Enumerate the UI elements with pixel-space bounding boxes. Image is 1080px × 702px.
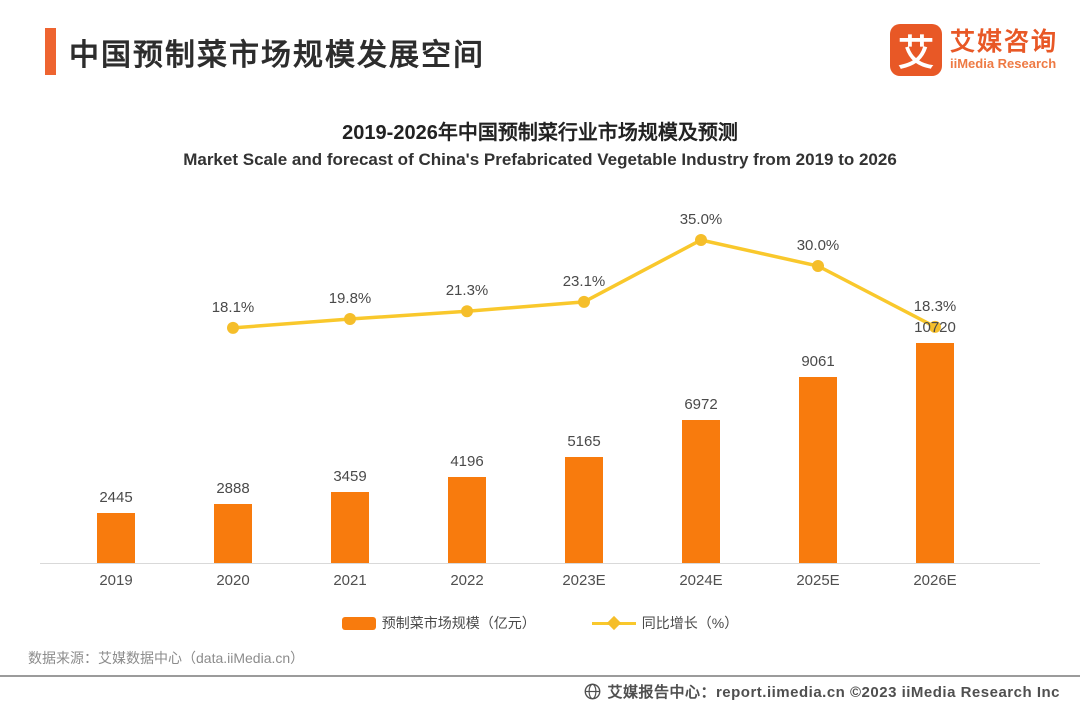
x-axis-label-2020: 2020: [216, 572, 250, 589]
x-axis-label-2026E: 2026E: [913, 572, 957, 589]
growth-rate-label-2024E: 35.0%: [679, 211, 723, 228]
chart-legend: 预制菜市场规模（亿元） 同比增长（%）: [0, 613, 1080, 633]
bar-value-label-2026E: 10720: [914, 319, 956, 336]
footer-report-center: 艾媒报告中心：report.iimedia.cn ©2023 iiMedia R…: [584, 681, 1060, 702]
growth-line-chart: [227, 234, 941, 334]
x-axis-label-2024E: 2024E: [679, 572, 723, 589]
footer-divider: [0, 675, 1080, 677]
logo-name-en: iiMedia Research: [949, 55, 1057, 71]
footer-report-center-text: 艾媒报告中心：report.iimedia.cn ©2023 iiMedia R…: [607, 684, 1060, 701]
x-axis-label-2023E: 2023E: [562, 572, 606, 589]
market-scale-bar-2023E: [565, 457, 603, 563]
growth-rate-label-2021: 19.8%: [328, 290, 372, 308]
report-header: 中国预制菜市场规模发展空间 艾 艾媒咨询 iiMedia Research: [0, 0, 1080, 95]
growth-rate-label-2026E: 18.3%: [913, 297, 957, 315]
market-scale-bar-2025E: [799, 377, 837, 563]
legend-bar-label: 预制菜市场规模（亿元）: [381, 615, 536, 631]
bar-value-label-2025E: 9061: [801, 353, 835, 370]
logo-name-cn: 艾媒咨询: [949, 28, 1058, 57]
page-title: 中国预制菜市场规模发展空间: [69, 38, 485, 72]
growth-rate-label-2025E: 30.0%: [796, 237, 840, 254]
market-scale-bar-2021: [331, 492, 369, 563]
title-wrap: 中国预制菜市场规模发展空间: [45, 28, 485, 75]
chart-subtitle: Market Scale and forecast of China's Pre…: [183, 150, 897, 169]
legend-item-market-scale: 预制菜市场规模（亿元）: [341, 613, 536, 633]
iimedia-logo: 艾 艾媒咨询 iiMedia Research: [889, 24, 1058, 76]
growth-rate-label-2022: 21.3%: [445, 282, 489, 300]
bar-value-label-2023E: 5165: [567, 433, 601, 450]
title-accent-bar: [45, 28, 56, 75]
bar-value-label-2022: 4196: [450, 453, 484, 470]
legend-item-growth-rate: 同比增长（%）: [591, 613, 739, 633]
x-axis-label-2022: 2022: [450, 572, 484, 589]
bar-value-label-2020: 2888: [216, 480, 250, 497]
market-scale-bar-2022: [448, 477, 486, 563]
x-axis-label-2019: 2019: [99, 572, 133, 589]
market-scale-bar-2019: [97, 513, 135, 563]
growth-rate-label-2020: 18.1%: [211, 298, 255, 316]
x-axis-line: [40, 563, 1040, 564]
chart-plot-area: 2445 2019 2888 2020 18.1% 3459 2021 19.8% 4196 20…: [40, 200, 1040, 600]
legend-line-label: 同比增长（%）: [641, 615, 739, 631]
globe-icon: [584, 683, 601, 700]
market-scale-bar-2020: [214, 504, 252, 563]
bar-value-label-2019: 2445: [99, 489, 133, 506]
x-axis-label-2025E: 2025E: [796, 572, 840, 589]
bar-value-label-2024E: 6972: [684, 396, 718, 413]
iimedia-logo-text: 艾媒咨询 iiMedia Research: [950, 29, 1058, 71]
line-legend-swatch-icon: [591, 615, 636, 630]
chart-title: 2019-2026年中国预制菜行业市场规模及预测: [342, 122, 738, 144]
bar-legend-swatch-icon: [341, 616, 376, 630]
data-source-note: 数据来源：艾媒数据中心（data.iiMedia.cn）: [28, 650, 305, 666]
market-scale-bar-2026E: [916, 343, 954, 563]
growth-rate-label-2023E: 23.1%: [562, 272, 606, 290]
bar-value-label-2021: 3459: [333, 468, 367, 485]
iimedia-logo-icon: 艾: [889, 24, 942, 76]
x-axis-label-2021: 2021: [333, 572, 367, 589]
market-scale-bar-2024E: [682, 420, 720, 563]
